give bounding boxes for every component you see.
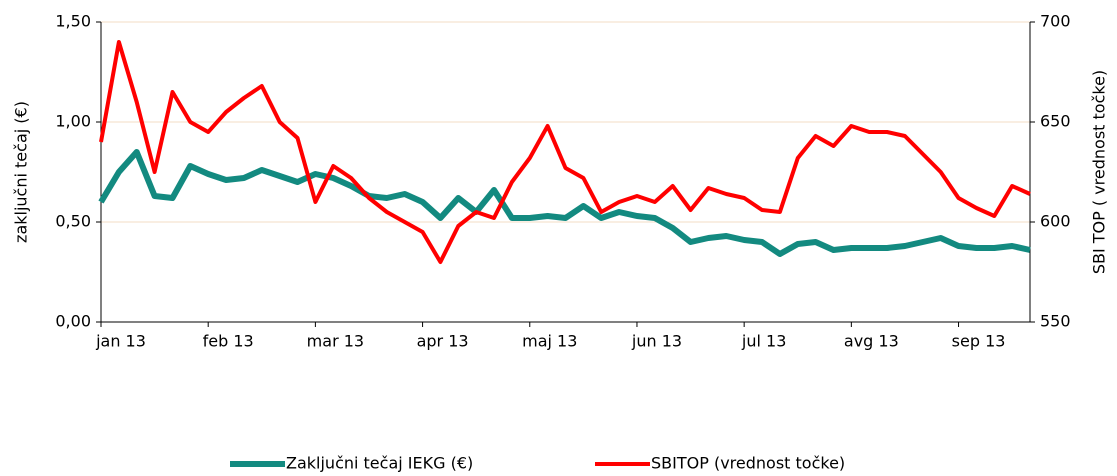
y-tick-label: 1,50 (55, 12, 91, 31)
y-axis-title: zaključni tečaj (€) (12, 101, 31, 243)
x-tick-label: jul 13 (741, 332, 786, 351)
series-line (99, 40, 1031, 264)
y2-tick-label: 700 (1040, 12, 1071, 31)
y-tick-label: 0,50 (55, 212, 91, 231)
x-tick-label: jan 13 (95, 332, 146, 351)
x-tick-label: jun 13 (631, 332, 682, 351)
y2-tick-label: 650 (1040, 112, 1071, 131)
y-tick-label: 1,00 (55, 112, 91, 131)
x-tick-label: sep 13 (952, 332, 1006, 351)
y2-tick-label: 600 (1040, 212, 1071, 231)
y2-tick-label: 550 (1040, 312, 1071, 331)
x-tick-label: feb 13 (203, 332, 254, 351)
y-tick-label: 0,00 (55, 312, 91, 331)
legend-label: Zaključni tečaj IEKG (€) (286, 454, 473, 473)
x-tick-label: avg 13 (844, 332, 899, 351)
y2-axis-title: SBI TOP ( vrednost točke) (1090, 70, 1109, 274)
legend-label: SBITOP (vrednost točke) (651, 454, 845, 473)
x-tick-label: apr 13 (417, 332, 469, 351)
x-tick-label: mar 13 (307, 332, 364, 351)
x-tick-label: maj 13 (522, 332, 577, 351)
series-line (98, 149, 1031, 257)
